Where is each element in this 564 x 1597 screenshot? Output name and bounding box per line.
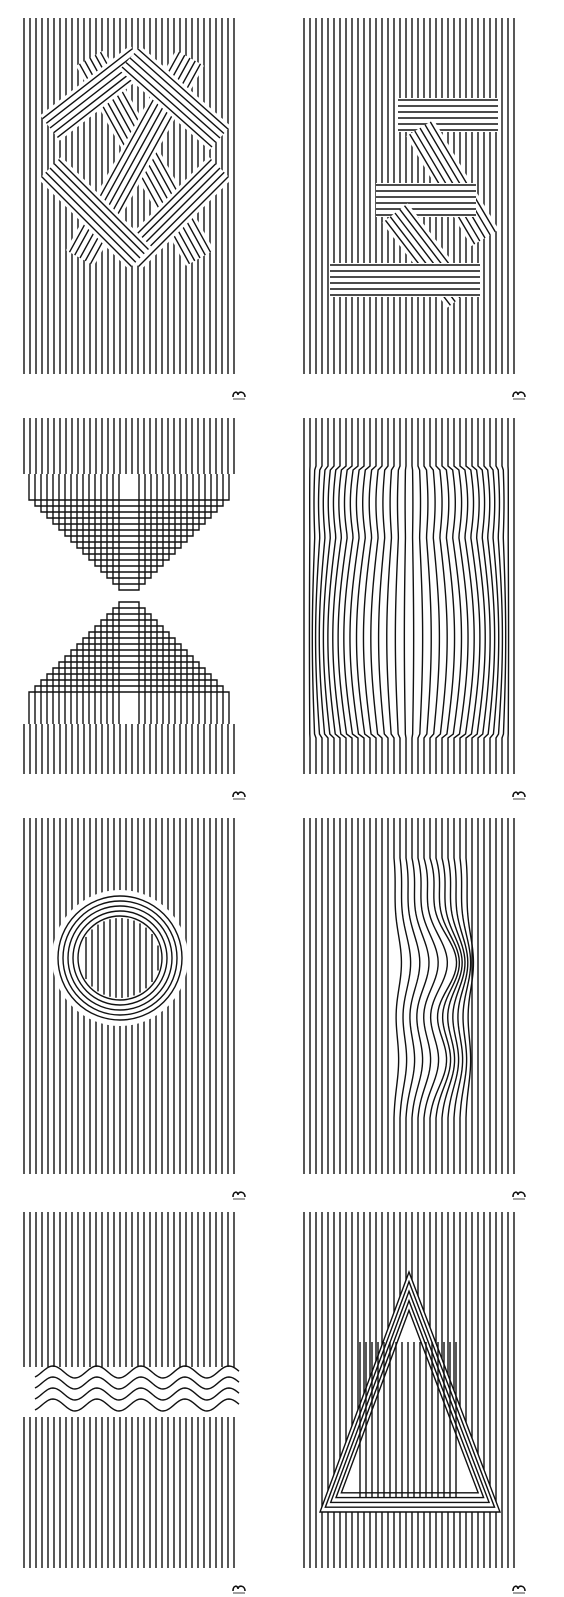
brand-mark-icon <box>511 788 527 800</box>
poster-vase <box>300 418 527 800</box>
poster-z-folded-band <box>300 18 527 400</box>
poster-wave-band <box>20 1212 247 1594</box>
brand-mark-icon <box>231 1188 247 1200</box>
brand-mark-icon <box>231 388 247 400</box>
poster-art-woven-x <box>20 18 247 374</box>
poster-nested-arches <box>20 418 247 800</box>
poster-waves-vertical <box>300 818 527 1200</box>
brand-mark-icon <box>511 1188 527 1200</box>
poster-art-vase <box>300 418 527 774</box>
brand-mark-icon <box>231 788 247 800</box>
poster-triangle <box>300 1212 527 1594</box>
poster-art-z-folded-band <box>300 18 527 374</box>
poster-art-ring <box>20 818 247 1174</box>
poster-art-triangle <box>300 1212 527 1568</box>
poster-art-waves-vertical <box>300 818 527 1174</box>
poster-art-nested-arches <box>20 418 247 774</box>
poster-art-wave-band <box>20 1212 247 1568</box>
brand-mark-icon <box>511 388 527 400</box>
brand-mark-icon <box>511 1582 527 1594</box>
brand-mark-icon <box>231 1582 247 1594</box>
poster-ring <box>20 818 247 1200</box>
poster-woven-x <box>20 18 247 400</box>
